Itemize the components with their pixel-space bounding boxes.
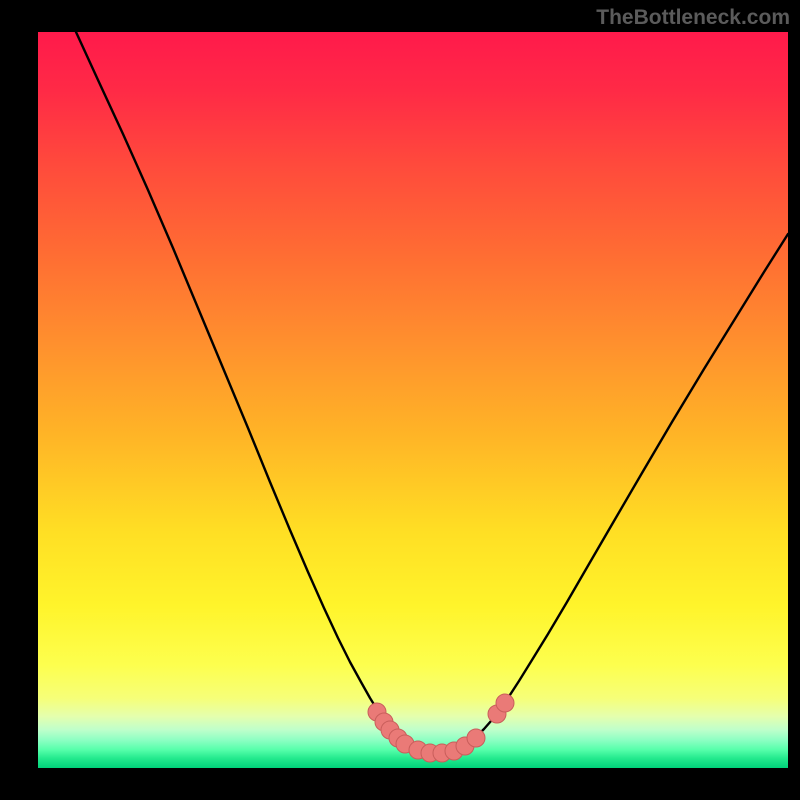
- watermark-text: TheBottleneck.com: [596, 6, 790, 30]
- chart-background-gradient: [38, 32, 788, 768]
- chart-plot-area: [38, 32, 788, 768]
